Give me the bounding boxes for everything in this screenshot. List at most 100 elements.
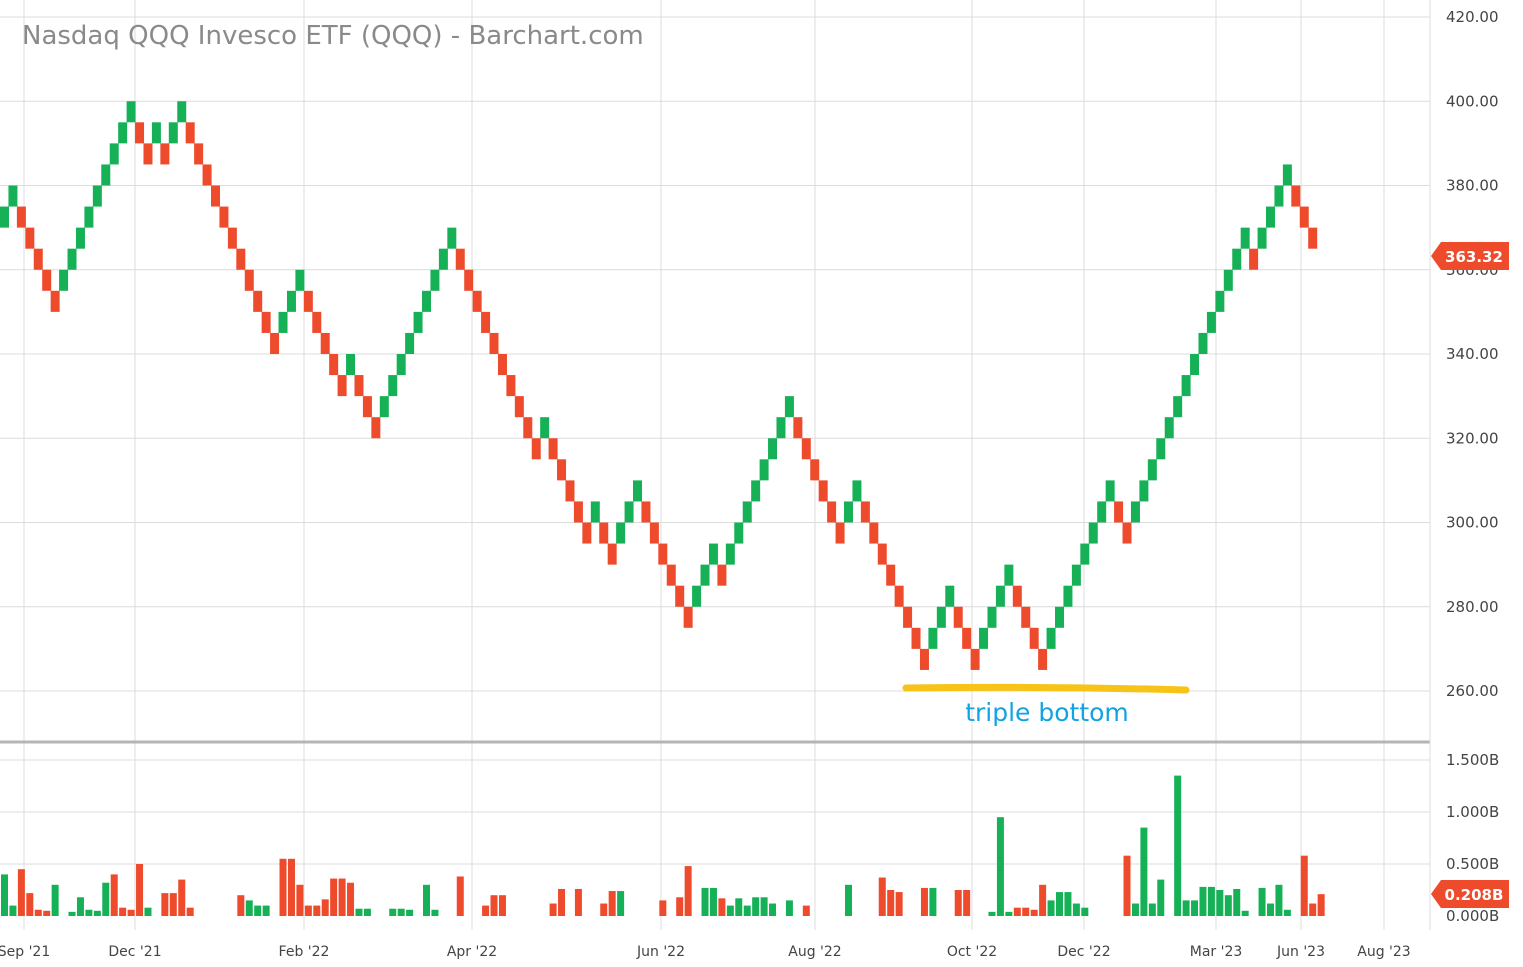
volume-bar [127,909,135,916]
volume-bar [490,895,498,916]
volume-bar [878,877,886,916]
volume-bar [1233,888,1241,916]
volume-bar [549,903,557,916]
renko-brick [278,311,288,333]
volume-bar [920,887,928,916]
volume-bar [558,888,566,916]
volume-bar [406,909,414,916]
time-tick-label: Jun '22 [636,944,685,960]
volume-bar [1022,907,1030,916]
renko-brick [1198,332,1208,354]
volume-bar [1157,879,1165,916]
volume-bar [43,910,51,916]
volume-bar [1081,907,1089,916]
renko-brick [1071,564,1081,586]
renko-brick [430,269,440,291]
volume-bar [1241,910,1249,916]
renko-brick [118,122,128,144]
renko-brick [860,501,870,523]
renko-brick [303,290,313,312]
volume-bar [1140,827,1148,916]
price-tick-label: 380.00 [1446,177,1499,195]
time-tick-label: Sep '21 [0,944,50,960]
volume-bar [608,891,616,916]
renko-brick [92,185,102,207]
renko-brick [1105,480,1115,502]
volume-bar [389,908,397,916]
last-volume-value: 0.208B [1445,886,1504,904]
support-line [902,683,1190,694]
renko-bricks [0,101,1318,670]
price-tick-label: 260.00 [1446,682,1499,700]
renko-brick [101,164,111,186]
price-tick-label: 280.00 [1446,598,1499,616]
renko-brick [379,396,389,418]
time-tick-label: Feb '22 [279,944,330,960]
renko-brick [354,375,364,397]
renko-brick [776,417,786,439]
triple-bottom-annotation: triple bottom [902,683,1190,727]
time-tick-label: Apr '22 [447,944,497,960]
renko-brick [126,101,136,123]
volume-bar [1199,886,1207,916]
renko-brick [227,227,237,249]
renko-brick [919,648,929,670]
volume-bar [76,897,84,916]
renko-brick [970,648,980,670]
renko-brick [396,354,406,376]
time-tick-label: Dec '22 [1057,944,1110,960]
volume-bar [1013,907,1021,916]
volume-bar [1182,900,1190,916]
volume-bar [785,900,793,916]
renko-brick [717,564,727,586]
renko-brick [1021,606,1031,628]
volume-bar [1064,892,1072,916]
renko-brick [877,543,887,565]
renko-brick [1164,417,1174,439]
renko-brick [1240,227,1250,249]
renko-brick [160,143,170,165]
volume-bar [769,903,777,916]
renko-brick [801,438,811,460]
volume-bar [1056,892,1063,916]
volume-bars [1,775,1325,916]
renko-brick [742,501,752,523]
volume-bar [1123,855,1131,916]
volume-bar [304,905,312,916]
renko-brick [1130,501,1140,523]
volume-bar [482,905,490,916]
renko-brick [286,290,296,312]
renko-brick [109,143,119,165]
volume-bar [1039,884,1047,916]
volume-bar [26,893,34,916]
renko-brick [1080,543,1090,565]
renko-brick [1299,206,1309,228]
volume-bar [34,909,42,916]
volume-bar [85,909,93,916]
renko-brick [768,438,778,460]
renko-brick [1190,354,1200,376]
volume-bar [726,905,734,916]
renko-brick [523,417,533,439]
renko-brick [337,375,347,397]
volume-bar [498,895,506,916]
volume-bar [17,869,25,916]
renko-brick [168,122,178,144]
volume-bar [752,897,760,916]
renko-brick [531,438,541,460]
renko-brick [844,501,853,523]
renko-brick [827,501,837,523]
renko-brick [962,627,972,649]
volume-bar [1,874,8,916]
renko-brick [135,122,145,144]
renko-brick [1029,627,1039,649]
volume-bar [296,884,304,916]
volume-bar [186,907,194,916]
volume-bar [119,907,127,916]
volume-bar [456,876,464,916]
price-tick-label: 320.00 [1446,429,1499,447]
volume-tick-label: 0.000B [1446,907,1499,925]
volume-bar [1005,911,1013,916]
renko-brick [1147,459,1157,481]
renko-brick [1291,185,1301,207]
